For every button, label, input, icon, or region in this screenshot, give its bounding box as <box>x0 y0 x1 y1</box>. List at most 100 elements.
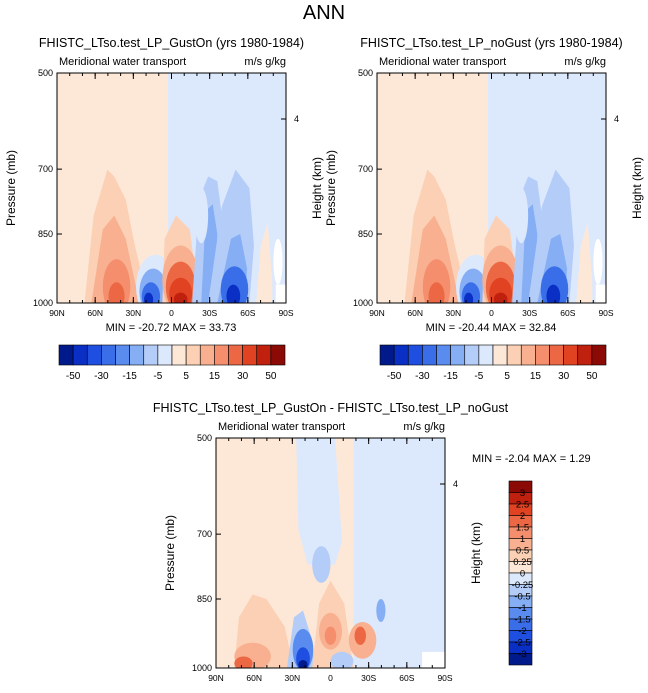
nh-sub-min <box>464 292 474 303</box>
nh-moist-max <box>428 282 445 303</box>
plot-panel-2: 500 700 850 1000 4 90N 60N 30N 0 30S 60S 90S FHISTC_… <box>324 36 644 318</box>
panel-2-stats: MIN = -20.44 MAX = 32.84 <box>426 322 557 334</box>
colorbar-label: 0.5 <box>516 546 529 557</box>
height-tick-label: 4 <box>614 114 619 124</box>
contour-field <box>377 73 606 303</box>
colorbar-swatch <box>86 344 102 366</box>
plot-panel-1: 500 700 850 1000 4 90N 60N 30N 0 30S 60S 90S FHISTC_… <box>4 36 324 318</box>
colorbar-swatch <box>563 344 579 366</box>
colorbar-swatch <box>450 344 466 366</box>
lat-tick-label: 90N <box>49 308 65 318</box>
colorbar-swatch <box>185 344 201 366</box>
lat-tick-label: 90S <box>437 673 452 683</box>
colorbar-label: -50 <box>66 371 81 382</box>
colorbar-label: 50 <box>586 371 598 382</box>
colorbar-panel-1: -50 -30 -15 -5 5 15 30 50 <box>58 344 286 382</box>
diff-sh-red-peak <box>354 626 366 645</box>
pressure-tick-label: 1000 <box>353 298 373 308</box>
panel-subtitle-right: m/s g/kg <box>403 421 445 433</box>
colorbar-swatch <box>143 344 159 366</box>
sh-high-red <box>576 222 593 303</box>
colorbar-label: 50 <box>265 371 277 382</box>
colorbar-label: 1 <box>520 534 525 545</box>
colorbar-swatch <box>520 344 536 366</box>
colorbar-swatch <box>436 344 451 366</box>
colorbar-label: -0.25 <box>512 580 534 591</box>
colorbar-label: -5 <box>153 371 162 382</box>
colorbar-swatch <box>478 344 494 366</box>
lat-tick-label: 0 <box>328 673 333 683</box>
colorbar-panel-3: 32.521.510.50.250-0.25-0.5-1-1.5-2-2.5-3 <box>508 480 534 666</box>
pressure-tick-label: 700 <box>38 164 53 174</box>
colorbar-label: 30 <box>558 371 570 382</box>
colorbar-swatch <box>72 344 88 366</box>
colorbar-label: -30 <box>415 371 430 382</box>
pressure-tick-label: 850 <box>358 229 373 239</box>
diff-sh-blue <box>376 599 386 622</box>
lat-tick-label: 90N <box>369 308 385 318</box>
panel-subtitle-right: m/s g/kg <box>244 56 286 68</box>
colorbar-swatch <box>379 344 395 366</box>
pressure-tick-label: 700 <box>197 529 212 539</box>
lat-tick-label: 60S <box>399 673 414 683</box>
colorbar-swatch <box>508 653 533 666</box>
eq-moist-max <box>493 292 508 303</box>
colorbar-panel-2: -50 -30 -15 -5 5 15 30 50 <box>379 344 607 382</box>
colorbar-swatch <box>256 344 272 366</box>
y-axis-label-right: Height (km) <box>310 157 324 219</box>
colorbar-swatch <box>129 344 145 366</box>
colorbar-label: -1 <box>518 603 526 614</box>
sh-high-white <box>273 238 283 285</box>
colorbar-swatch <box>464 344 480 366</box>
colorbar-label: 2.5 <box>516 500 529 511</box>
diff-eq-red-peak <box>324 626 337 645</box>
y-axis-label: Pressure (mb) <box>4 150 18 226</box>
colorbar-label: -15 <box>443 371 458 382</box>
contour-field <box>216 438 445 668</box>
lat-tick-label: 60N <box>246 673 262 683</box>
panel-subtitle-left: Meridional water transport <box>218 421 345 433</box>
pressure-tick-label: 500 <box>358 68 373 78</box>
colorbar-swatch <box>101 344 116 366</box>
sh-high-red <box>256 222 273 303</box>
diff-nh-red-peak <box>234 656 253 668</box>
colorbar-swatch <box>171 344 187 366</box>
colorbar-label: -2 <box>518 626 526 637</box>
colorbar-swatch <box>407 344 423 366</box>
sh-dry-strip <box>514 188 529 244</box>
colorbar-swatch <box>242 344 258 366</box>
colorbar-label: 15 <box>209 371 221 382</box>
lat-tick-label: 0 <box>489 308 494 318</box>
diff-upper-blue <box>296 438 342 565</box>
colorbar-swatch <box>270 344 286 366</box>
panel-title: FHISTC_LTso.test_LP_GustOn (yrs 1980-198… <box>39 36 304 50</box>
pressure-tick-label: 1000 <box>192 663 212 673</box>
colorbar-swatch <box>58 344 74 366</box>
missing-region <box>422 651 445 668</box>
panel-subtitle-left: Meridional water transport <box>59 56 186 68</box>
colorbar-label: -1.5 <box>514 615 530 626</box>
sh-midlat-min <box>546 284 561 303</box>
contour-field <box>57 73 286 303</box>
lat-tick-label: 30N <box>446 308 462 318</box>
lat-tick-label: 30S <box>202 308 217 318</box>
eq-moist-max <box>173 292 188 303</box>
colorbar-label: 5 <box>183 371 189 382</box>
panel-subtitle-left: Meridional water transport <box>379 56 506 68</box>
figure-title: ANN <box>302 2 346 24</box>
colorbar-swatch <box>422 344 437 366</box>
panel-subtitle-right: m/s g/kg <box>564 56 606 68</box>
panel-title: FHISTC_LTso.test_LP_GustOn - FHISTC_LTso… <box>153 401 509 415</box>
colorbar-label: 0.25 <box>513 557 532 568</box>
lat-tick-label: 60S <box>560 308 575 318</box>
diff-upper-blob <box>312 546 331 583</box>
panel-title: FHISTC_LTso.test_LP_noGust (yrs 1980-198… <box>360 36 622 50</box>
colorbar-label: -5 <box>474 371 483 382</box>
colorbar-label: 1.5 <box>516 523 529 534</box>
colorbar-swatch <box>393 344 409 366</box>
colorbar-label: 15 <box>530 371 542 382</box>
colorbar-swatch <box>577 344 593 366</box>
panel-1-stats: MIN = -20.72 MAX = 33.73 <box>106 322 237 334</box>
missing-region <box>595 284 606 303</box>
lat-tick-label: 30S <box>361 673 376 683</box>
